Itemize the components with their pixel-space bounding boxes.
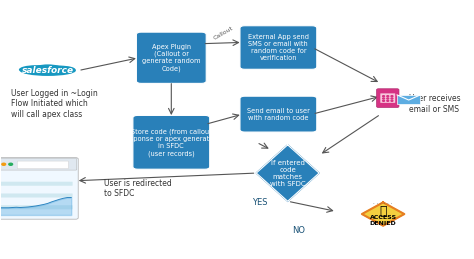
Circle shape bbox=[391, 100, 393, 101]
Text: User Logged in ~Login
Flow Initiated which
will call apex class: User Logged in ~Login Flow Initiated whi… bbox=[11, 89, 98, 119]
FancyBboxPatch shape bbox=[0, 158, 78, 219]
Text: salesforce: salesforce bbox=[22, 66, 74, 75]
Text: YES: YES bbox=[252, 198, 267, 207]
Text: If entered
code
matches
with SFDC: If entered code matches with SFDC bbox=[270, 160, 306, 186]
FancyBboxPatch shape bbox=[380, 93, 395, 103]
Circle shape bbox=[387, 96, 389, 97]
Text: User receives
email or SMS: User receives email or SMS bbox=[409, 94, 460, 114]
FancyBboxPatch shape bbox=[377, 89, 399, 107]
Text: Store code (from callout
response or apex generated)
in SFDC
(user records): Store code (from callout response or ape… bbox=[123, 128, 220, 156]
Circle shape bbox=[387, 100, 389, 101]
FancyBboxPatch shape bbox=[137, 32, 206, 83]
Circle shape bbox=[391, 96, 393, 97]
Circle shape bbox=[391, 98, 393, 99]
FancyBboxPatch shape bbox=[240, 96, 317, 132]
Circle shape bbox=[383, 98, 384, 99]
FancyBboxPatch shape bbox=[0, 205, 73, 209]
Ellipse shape bbox=[34, 64, 62, 73]
Circle shape bbox=[9, 163, 13, 165]
Polygon shape bbox=[256, 145, 319, 201]
Text: Send email to user
with random code: Send email to user with random code bbox=[247, 108, 310, 121]
Circle shape bbox=[387, 98, 389, 99]
Text: NO: NO bbox=[292, 226, 305, 235]
Circle shape bbox=[2, 163, 6, 165]
Text: Apex Plugin
(Callout or
generate random
Code): Apex Plugin (Callout or generate random … bbox=[142, 44, 201, 72]
FancyBboxPatch shape bbox=[17, 161, 68, 169]
FancyBboxPatch shape bbox=[0, 182, 73, 186]
Text: · · · · · ·: · · · · · · bbox=[374, 201, 393, 206]
Ellipse shape bbox=[20, 65, 76, 76]
FancyBboxPatch shape bbox=[397, 95, 420, 104]
FancyBboxPatch shape bbox=[133, 116, 210, 169]
Circle shape bbox=[383, 100, 384, 101]
FancyBboxPatch shape bbox=[0, 159, 77, 170]
Text: Callout: Callout bbox=[212, 26, 234, 41]
Text: External App send
SMS or email with
random code for
verification: External App send SMS or email with rand… bbox=[248, 34, 309, 61]
FancyBboxPatch shape bbox=[240, 26, 317, 69]
FancyBboxPatch shape bbox=[0, 193, 73, 198]
Ellipse shape bbox=[45, 66, 75, 74]
Polygon shape bbox=[362, 202, 404, 226]
Text: ACCESS
DENIED: ACCESS DENIED bbox=[370, 215, 397, 226]
Text: ✋: ✋ bbox=[379, 205, 387, 218]
Circle shape bbox=[383, 96, 384, 97]
Ellipse shape bbox=[19, 65, 53, 74]
Text: User is redirected
to SFDC: User is redirected to SFDC bbox=[104, 179, 172, 198]
